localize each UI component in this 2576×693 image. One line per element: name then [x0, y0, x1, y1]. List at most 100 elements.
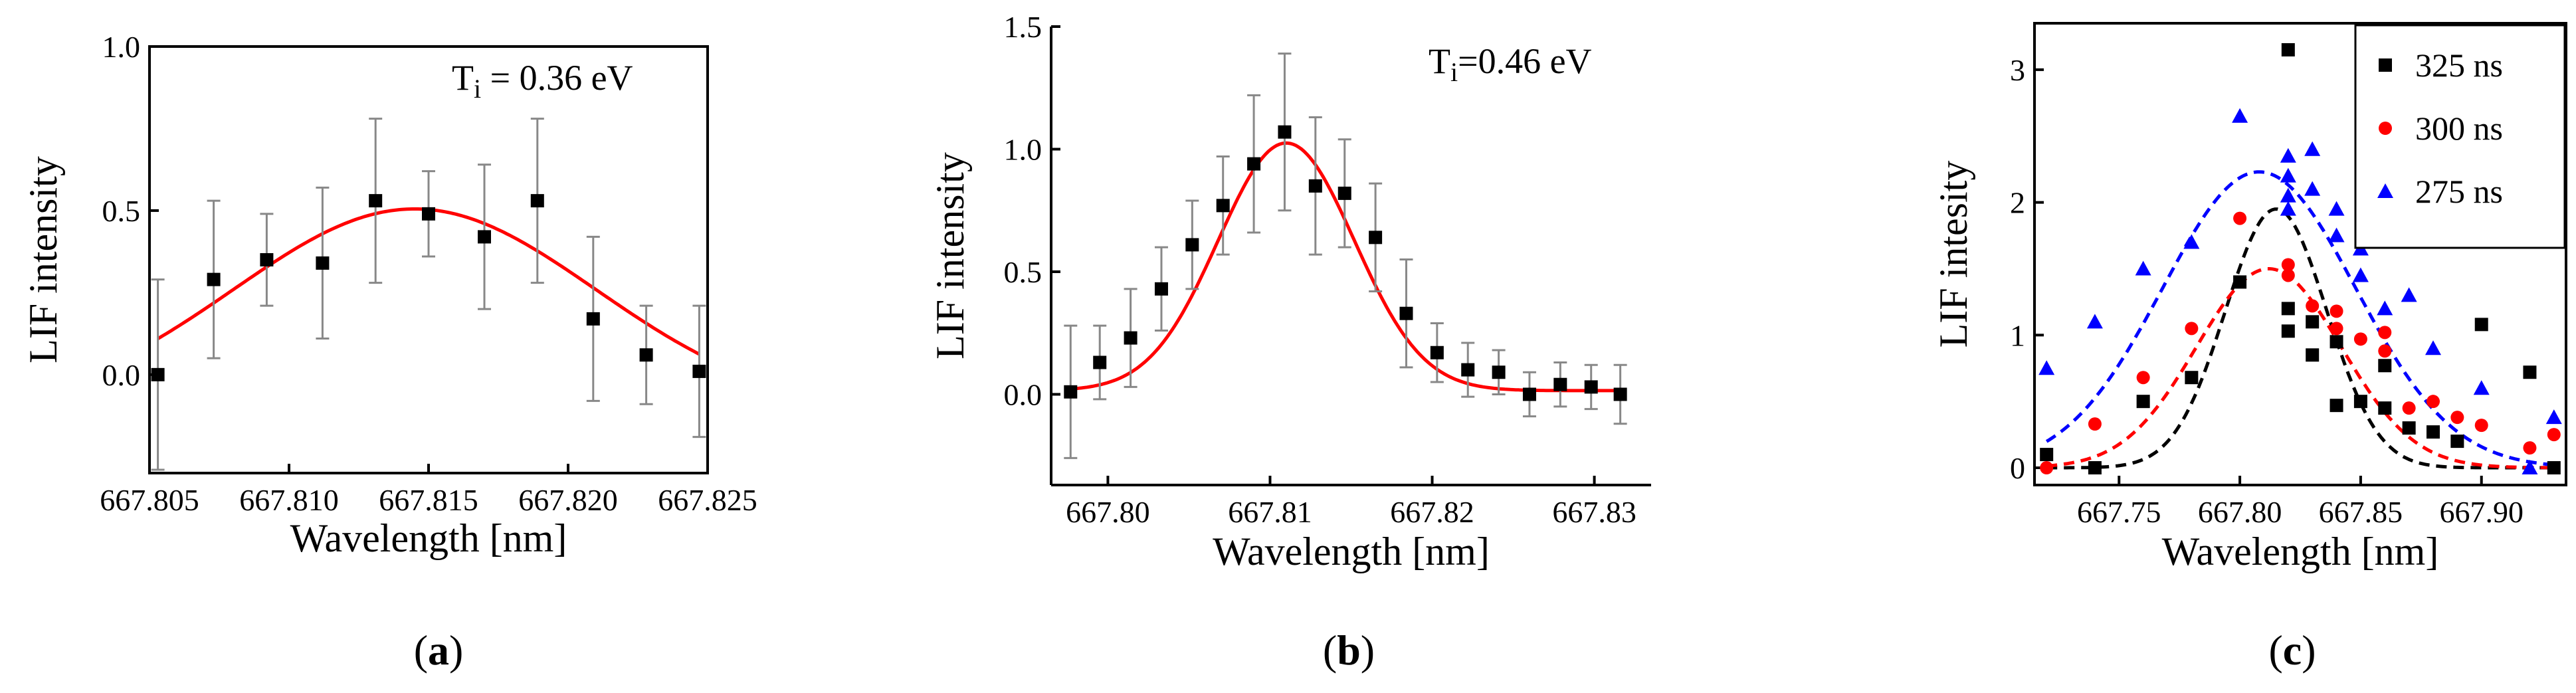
- data-point-300-ns: [2402, 401, 2416, 415]
- y-axis-title: LIF intensity: [21, 156, 65, 363]
- plot-frame: [148, 45, 709, 474]
- data-point: [639, 348, 653, 362]
- x-tick-label: 667.85: [2319, 495, 2403, 529]
- data-point-300-ns: [2378, 326, 2392, 340]
- x-tick-label: 667.805: [100, 483, 199, 517]
- data-point: [1154, 282, 1168, 296]
- y-tick-label: 2: [2010, 186, 2025, 220]
- x-axis-title: Wavelength [nm]: [290, 516, 567, 560]
- data-point: [692, 364, 706, 378]
- x-tick-label: 667.80: [1066, 495, 1150, 529]
- legend-label: 300 ns: [2415, 110, 2503, 147]
- chart-panel-a: 667.805 667.810 667.815 667.820 667.825 0.0 0.…: [21, 30, 757, 674]
- data-point-325-ns: [2281, 324, 2295, 338]
- data-point-275-ns: [2304, 141, 2321, 156]
- data-point: [1247, 157, 1261, 171]
- data-point-325-ns: [2306, 315, 2320, 329]
- data-point: [207, 272, 221, 286]
- x-tick-label: 667.815: [379, 483, 478, 517]
- y-axis-title: LIF intesity: [1932, 161, 1975, 348]
- data-point-300-ns: [2378, 344, 2392, 358]
- data-point: [1278, 125, 1292, 139]
- data-point-300-ns: [2329, 304, 2343, 318]
- data-point: [1613, 387, 1627, 401]
- data-point-325-ns: [2402, 421, 2416, 435]
- data-point-325-ns: [2427, 425, 2440, 439]
- data-point: [1584, 380, 1598, 394]
- x-tick-label: 667.75: [2077, 495, 2161, 529]
- data-point-300-ns: [2233, 211, 2247, 225]
- y-tick-label: 0.0: [1004, 377, 1042, 411]
- data-point-300-ns: [2088, 417, 2102, 431]
- data-point: [316, 256, 330, 270]
- data-point-300-ns: [2281, 268, 2295, 282]
- data-point-325-ns: [2281, 302, 2295, 316]
- chart-panel-c: 667.75 667.80 667.85 667.90 0 1 2 3 Wavelength […: [1932, 22, 2567, 674]
- data-point-325-ns: [2306, 348, 2320, 362]
- chart-panel-b: 667.80 667.81 667.82 667.83 0.0 0.5 1.0 1.5 Wave…: [928, 10, 1651, 674]
- data-point: [1093, 355, 1107, 369]
- data-point-300-ns: [2329, 322, 2343, 336]
- data-point-275-ns: [2183, 234, 2200, 249]
- data-point: [1522, 387, 1536, 401]
- data-point-300-ns: [2547, 428, 2561, 442]
- x-tick-label: 667.810: [239, 483, 339, 517]
- data-point-275-ns: [2377, 300, 2393, 316]
- data-point-275-ns: [2401, 287, 2417, 302]
- panel-label: (b): [1323, 627, 1375, 674]
- data-point: [1064, 385, 1078, 399]
- y-tick-label: 0.5: [102, 194, 141, 228]
- data-point-300-ns: [2136, 371, 2150, 385]
- data-point-275-ns: [2328, 201, 2345, 216]
- data-point-300-ns: [2523, 441, 2537, 455]
- data-point-275-ns: [2473, 380, 2490, 395]
- data-point-325-ns: [2450, 435, 2464, 448]
- data-point-300-ns: [2040, 461, 2054, 475]
- data-point-275-ns: [2135, 260, 2151, 276]
- data-point-300-ns: [2185, 322, 2199, 336]
- data-point-300-ns: [2281, 258, 2295, 272]
- data-point-275-ns: [2280, 201, 2296, 216]
- fit-curve-275-ns: [2045, 170, 2555, 467]
- y-tick-label: 1.0: [102, 30, 141, 64]
- data-point-325-ns: [2233, 275, 2247, 289]
- data-point-275-ns: [2280, 187, 2296, 203]
- data-point: [1338, 186, 1351, 200]
- x-axis-title: Wavelength [nm]: [2162, 530, 2439, 573]
- x-tick-label: 667.90: [2439, 495, 2524, 529]
- data-point: [478, 230, 491, 244]
- x-tick-label: 667.82: [1390, 495, 1474, 529]
- data-point: [1369, 231, 1383, 245]
- data-point-275-ns: [2086, 314, 2103, 329]
- data-point: [1553, 377, 1567, 391]
- y-tick-label: 0: [2010, 451, 2025, 485]
- panel-label: (c): [2268, 627, 2316, 674]
- data-point-275-ns: [2232, 108, 2248, 123]
- data-point-275-ns: [2280, 148, 2296, 163]
- data-point: [1216, 199, 1230, 213]
- temperature-annotation: Ti = 0.36 eV: [452, 58, 633, 104]
- temperature-annotation: Ti=0.46 eV: [1429, 41, 1592, 87]
- x-tick-label: 667.80: [2198, 495, 2282, 529]
- data-point-275-ns: [2545, 409, 2562, 425]
- x-tick-label: 667.825: [658, 483, 757, 517]
- data-point-275-ns: [2522, 460, 2538, 475]
- data-point-300-ns: [2427, 395, 2440, 409]
- data-point-275-ns: [2280, 167, 2296, 183]
- data-point: [369, 194, 383, 208]
- y-tick-label: 0.5: [1004, 255, 1042, 289]
- data-point-325-ns: [2329, 399, 2343, 413]
- legend-label: 325 ns: [2415, 47, 2503, 84]
- y-tick-label: 0.0: [102, 358, 141, 392]
- data-point-275-ns: [2328, 227, 2345, 243]
- data-point: [586, 312, 600, 326]
- data-point-275-ns: [2352, 267, 2369, 282]
- data-point-325-ns: [2474, 318, 2488, 332]
- data-point-275-ns: [2425, 340, 2441, 355]
- data-point-300-ns: [2306, 299, 2320, 313]
- data-point: [1492, 365, 1506, 379]
- y-tick-label: 1.5: [1004, 10, 1042, 44]
- x-tick-label: 667.81: [1228, 495, 1312, 529]
- legend-label: 275 ns: [2415, 173, 2503, 210]
- data-point: [1185, 238, 1199, 252]
